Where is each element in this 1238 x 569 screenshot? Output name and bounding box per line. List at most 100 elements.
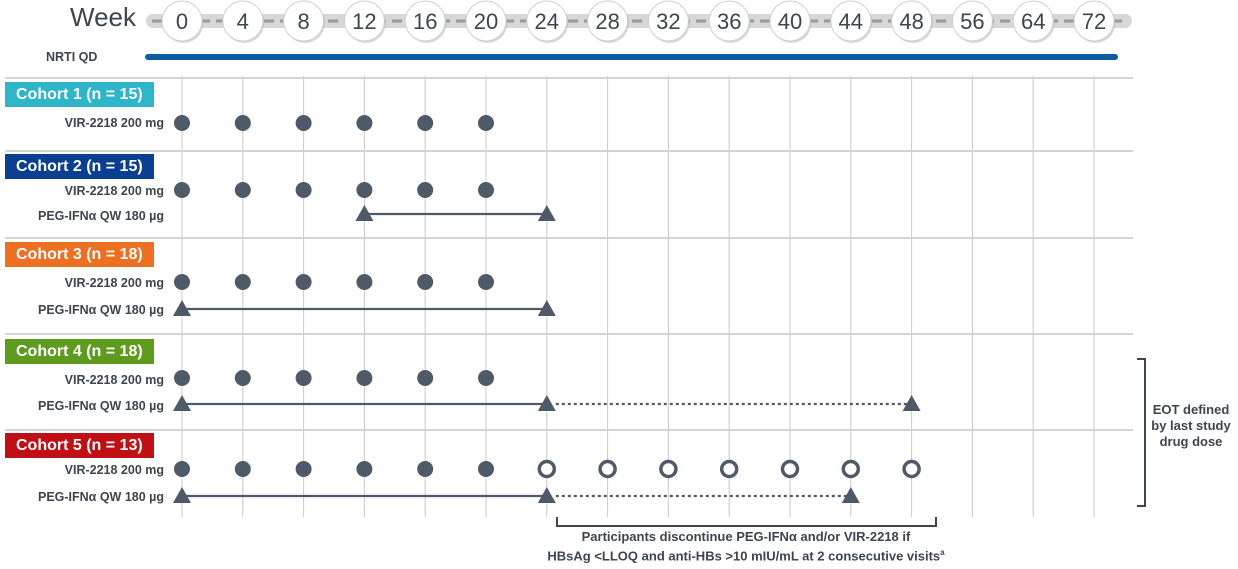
week-bubble-56 [951, 0, 993, 42]
cohort-5-peg-extended-end-marker [841, 487, 860, 503]
week-tick-label-36: 36 [717, 9, 741, 34]
week-bubble-0 [161, 0, 203, 42]
cohort-5-vir-dose-week-16 [417, 461, 434, 477]
week-axis-title: Week [70, 2, 136, 32]
cohort-1-vir-dose-week-8 [295, 115, 312, 131]
cohort-4-vir-dose-week-8 [295, 370, 312, 386]
cohort-2-vir-dose-week-0 [174, 182, 190, 198]
cohort-4-vir-dose-week-4 [234, 370, 251, 386]
cohort-5-header: Cohort 5 (n = 13) [5, 433, 154, 458]
week-bubble-72 [1073, 0, 1115, 42]
week-tick-label-0: 0 [176, 9, 188, 34]
cohort-5-vir-dose-week-12 [356, 461, 373, 477]
cohort-1-vir-dose-week-0 [174, 115, 190, 131]
cohort-5-vir-dose-week-4 [234, 461, 251, 477]
cohort-4-header: Cohort 4 (n = 18) [5, 339, 154, 364]
week-bubble-4 [222, 0, 264, 42]
cohort-3-header: Cohort 3 (n = 18) [5, 242, 154, 267]
week-bubble-12 [343, 0, 385, 42]
cohort-4-vir-dose-week-16 [417, 370, 434, 386]
week-bubble-32 [647, 0, 689, 42]
cohort-3-vir-dose-week-8 [295, 274, 312, 290]
cohort-4-vir-dose-week-12 [356, 370, 373, 386]
cohort-4-vir-dose-week-0 [174, 370, 190, 386]
week-bubble-24 [526, 0, 568, 42]
cohort-3-peg-end-marker [537, 300, 556, 316]
cohort-2-peg-start-marker [355, 205, 374, 221]
cohort-4-peg-label: PEG-IFNα QW 180 µg [37, 399, 164, 413]
cohort-5-vir-optional-dose-week-40 [780, 459, 800, 479]
cohort-5-vir-optional-dose-week-36 [719, 459, 739, 479]
cohort-2-vir-dose-week-20 [478, 182, 494, 198]
cohort-5-vir-optional-dose-week-48 [902, 459, 921, 479]
cohort-2-header: Cohort 2 (n = 15) [5, 154, 154, 179]
week-tick-label-20: 20 [474, 9, 498, 34]
week-bubble-28 [587, 0, 629, 42]
week-bubble-48 [891, 0, 933, 42]
cohort-1-vir-dose-week-20 [478, 115, 494, 131]
cohort-5-vir-dose-week-0 [174, 461, 190, 477]
cohort-5-vir-optional-dose-week-32 [659, 459, 678, 479]
week-tick-label-4: 4 [237, 9, 249, 34]
cohort-3-vir-dose-week-16 [417, 274, 434, 290]
cohort-5-vir-optional-dose-week-28 [598, 459, 617, 479]
cohort-4-peg-extended-end-marker [902, 395, 921, 411]
week-bubble-16 [404, 0, 446, 42]
week-tick-label-8: 8 [297, 9, 309, 34]
cohort-5-vir-optional-dose-week-44 [841, 459, 861, 479]
cohort-4-vir-label: VIR-2218 200 mg [64, 373, 164, 387]
week-tick-label-56: 56 [960, 9, 984, 34]
discontinue-note-line1: Participants discontinue PEG-IFNα and/or… [581, 529, 911, 544]
cohort-2-vir-label: VIR-2218 200 mg [64, 184, 164, 198]
cohort-5-peg-start-marker [173, 487, 191, 503]
week-bubble-8 [283, 0, 325, 42]
cohort-2-peg-label: PEG-IFNα QW 180 µg [37, 209, 164, 223]
week-bubble-36 [708, 0, 750, 42]
cohort-3-vir-dose-week-12 [356, 274, 373, 290]
cohort-5-peg-end-marker [537, 487, 556, 503]
cohort-5-vir-dose-week-8 [295, 461, 312, 477]
week-bubble-40 [769, 0, 811, 42]
week-bubble-44 [830, 0, 872, 42]
cohort-2-vir-dose-week-8 [295, 182, 312, 198]
week-tick-label-12: 12 [352, 9, 376, 34]
cohort-3-vir-label: VIR-2218 200 mg [64, 276, 164, 290]
week-tick-label-48: 48 [899, 9, 923, 34]
cohort-1-vir-dose-week-16 [417, 115, 434, 131]
week-tick-label-44: 44 [839, 9, 863, 34]
week-bubble-20 [465, 0, 507, 42]
cohort-3-peg-start-marker [173, 300, 191, 316]
week-tick-label-72: 72 [1082, 9, 1106, 34]
cohort-1-vir-dose-week-12 [356, 115, 373, 131]
cohort-1-header: Cohort 1 (n = 15) [5, 82, 154, 107]
week-tick-label-28: 28 [595, 9, 619, 34]
cohort-5-vir-label: VIR-2218 200 mg [64, 463, 164, 477]
discontinue-note: Participants discontinue PEG-IFNα and/or… [516, 529, 976, 564]
week-tick-label-40: 40 [778, 9, 802, 34]
cohort-4-peg-end-marker [537, 395, 556, 411]
cohort-3-vir-dose-week-4 [234, 274, 251, 290]
cohort-1-vir-label: VIR-2218 200 mg [64, 116, 164, 130]
week-tick-label-16: 16 [413, 9, 437, 34]
week-bubble-64 [1012, 0, 1054, 42]
discontinue-bracket [556, 517, 937, 527]
cohort-4-peg-start-marker [173, 395, 191, 411]
cohort-5-vir-dose-week-20 [478, 461, 494, 477]
cohort-2-vir-dose-week-12 [356, 182, 373, 198]
cohort-1-vir-dose-week-4 [234, 115, 251, 131]
discontinue-note-line2: HBsAg <LLOQ and anti-HBs >10 mIU/mL at 2… [547, 548, 941, 564]
cohort-3-vir-dose-week-20 [478, 274, 494, 290]
cohort-2-vir-dose-week-4 [234, 182, 251, 198]
week-tick-label-32: 32 [656, 9, 680, 34]
eot-note: EOT defined by last study drug dose [1151, 402, 1231, 449]
cohort-4-vir-dose-week-20 [478, 370, 494, 386]
cohort-3-peg-label: PEG-IFNα QW 180 µg [37, 303, 164, 317]
cohort-5-vir-optional-dose-week-24 [537, 459, 557, 479]
nrti-label: NRTI QD [46, 50, 98, 64]
week-tick-label-64: 64 [1021, 9, 1045, 34]
cohort-5-peg-label: PEG-IFNα QW 180 µg [37, 490, 164, 504]
cohort-3-vir-dose-week-0 [174, 274, 190, 290]
eot-bracket [1137, 358, 1146, 507]
